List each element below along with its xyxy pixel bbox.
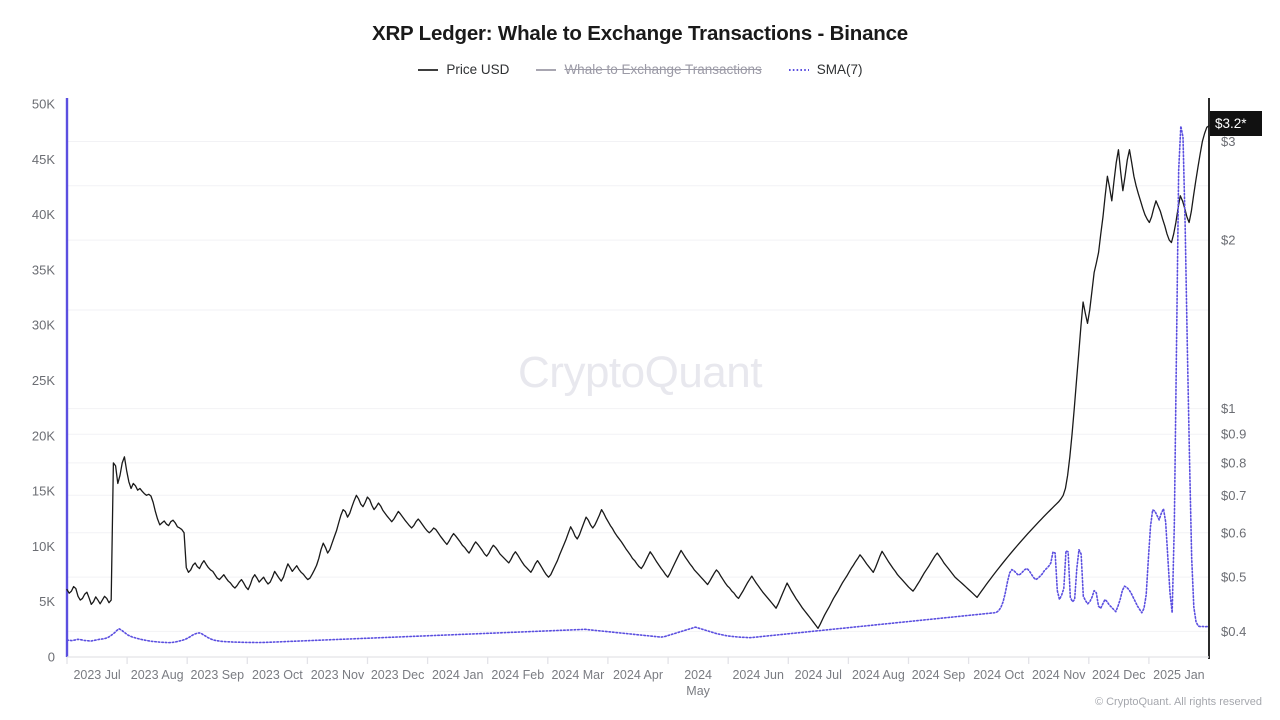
x-axis: 2023 Jul 2023 Aug 2023 Sep 2023 Oct 2023 Nov…	[66, 656, 1209, 698]
x-axis-tick-label: 2023 Sep	[191, 668, 245, 682]
x-axis-tick-label: 2023 Nov	[311, 668, 365, 682]
left-axis: 0 5K 10K 15K 20K 25K 30K 35K 40K 45K 50K	[32, 97, 69, 665]
x-axis-tick-label: 2023 Jul	[73, 668, 120, 682]
x-axis-tick-label: 2024 Jan	[432, 668, 483, 682]
legend-swatch-solid-icon	[417, 64, 439, 76]
legend-label: Price USD	[446, 62, 510, 77]
chart-legend: Price USD Whale to Exchange Transactions S…	[0, 62, 1280, 77]
left-axis-tick-label: 50K	[32, 97, 55, 112]
right-axis-tick-label: $0.5	[1221, 570, 1246, 585]
left-axis-tick-label: 40K	[32, 207, 55, 222]
price-badge-label: $3.2*	[1215, 116, 1247, 131]
right-axis-tick-label: $0.8	[1221, 455, 1246, 470]
x-axis-tick-label: 2024	[684, 668, 712, 682]
left-axis-tick-label: 35K	[32, 262, 55, 277]
x-axis-tick-label: 2023 Dec	[371, 668, 425, 682]
legend-label: SMA(7)	[816, 62, 863, 77]
x-axis-tick-label: 2024 Dec	[1092, 668, 1146, 682]
legend-item-whale-to-exchange[interactable]: Whale to Exchange Transactions	[535, 62, 762, 77]
x-axis-tick-label: 2024 Feb	[491, 668, 544, 682]
left-axis-tick-label: 30K	[32, 318, 55, 333]
right-axis-tick-label: $0.6	[1221, 525, 1246, 540]
right-axis-tick-label: $0.7	[1221, 488, 1246, 503]
x-axis-tick-label: 2024 Oct	[973, 668, 1024, 682]
legend-item-sma7[interactable]: SMA(7)	[788, 62, 863, 77]
legend-swatch-solid-icon	[535, 64, 557, 76]
legend-swatch-dotted-icon	[788, 64, 810, 76]
price-badge-bg	[1210, 111, 1262, 136]
legend-label: Whale to Exchange Transactions	[564, 62, 762, 77]
x-axis-tick-label: 2024 Jul	[795, 668, 842, 682]
left-axis-tick-label: 45K	[32, 152, 55, 167]
x-axis-tick-label: 2024 Aug	[852, 668, 905, 682]
right-axis-tick-label: $0.9	[1221, 427, 1246, 442]
x-axis-tick-label: 2024 Nov	[1032, 668, 1086, 682]
x-axis-tick-label: 2024 Sep	[912, 668, 966, 682]
x-axis-tick-label: 2024 Mar	[551, 668, 604, 682]
x-axis-tick-label: 2023 Oct	[252, 668, 303, 682]
left-axis-tick-label: 5K	[39, 594, 55, 609]
x-axis-tick-label: 2024 Apr	[613, 668, 663, 682]
grid-lines	[67, 141, 1209, 632]
current-price-badge: $3.2*	[1210, 111, 1262, 136]
x-axis-tick-label: 2024 Jun	[732, 668, 783, 682]
right-axis-tick-label: $3	[1221, 134, 1235, 149]
legend-item-price-usd[interactable]: Price USD	[417, 62, 509, 77]
series-line-sma-7	[66, 125, 1210, 644]
x-axis-tick-label: May	[686, 684, 710, 698]
right-axis-tick-label: $2	[1221, 233, 1235, 248]
series-line-price-usd	[66, 125, 1210, 630]
left-axis-tick-label: 0	[48, 650, 55, 665]
right-axis-tick-label: $1	[1221, 401, 1235, 416]
right-axis-tick-label: $0.4	[1221, 624, 1246, 639]
data-series	[66, 125, 1210, 644]
left-axis-tick-label: 10K	[32, 539, 55, 554]
copyright-footer: © CryptoQuant. All rights reserved	[1094, 696, 1262, 708]
x-axis-tick-label: 2023 Aug	[131, 668, 184, 682]
right-axis: $0.4 $0.5 $0.6 $0.7 $0.8 $0.9 $1 $2 $3	[1208, 98, 1246, 659]
left-axis-tick-label: 15K	[32, 484, 55, 499]
x-axis-tick-label: 2025 Jan	[1153, 668, 1204, 682]
left-axis-tick-label: 20K	[32, 428, 55, 443]
left-axis-tick-label: 25K	[32, 373, 55, 388]
page-title: XRP Ledger: Whale to Exchange Transactio…	[371, 22, 909, 45]
